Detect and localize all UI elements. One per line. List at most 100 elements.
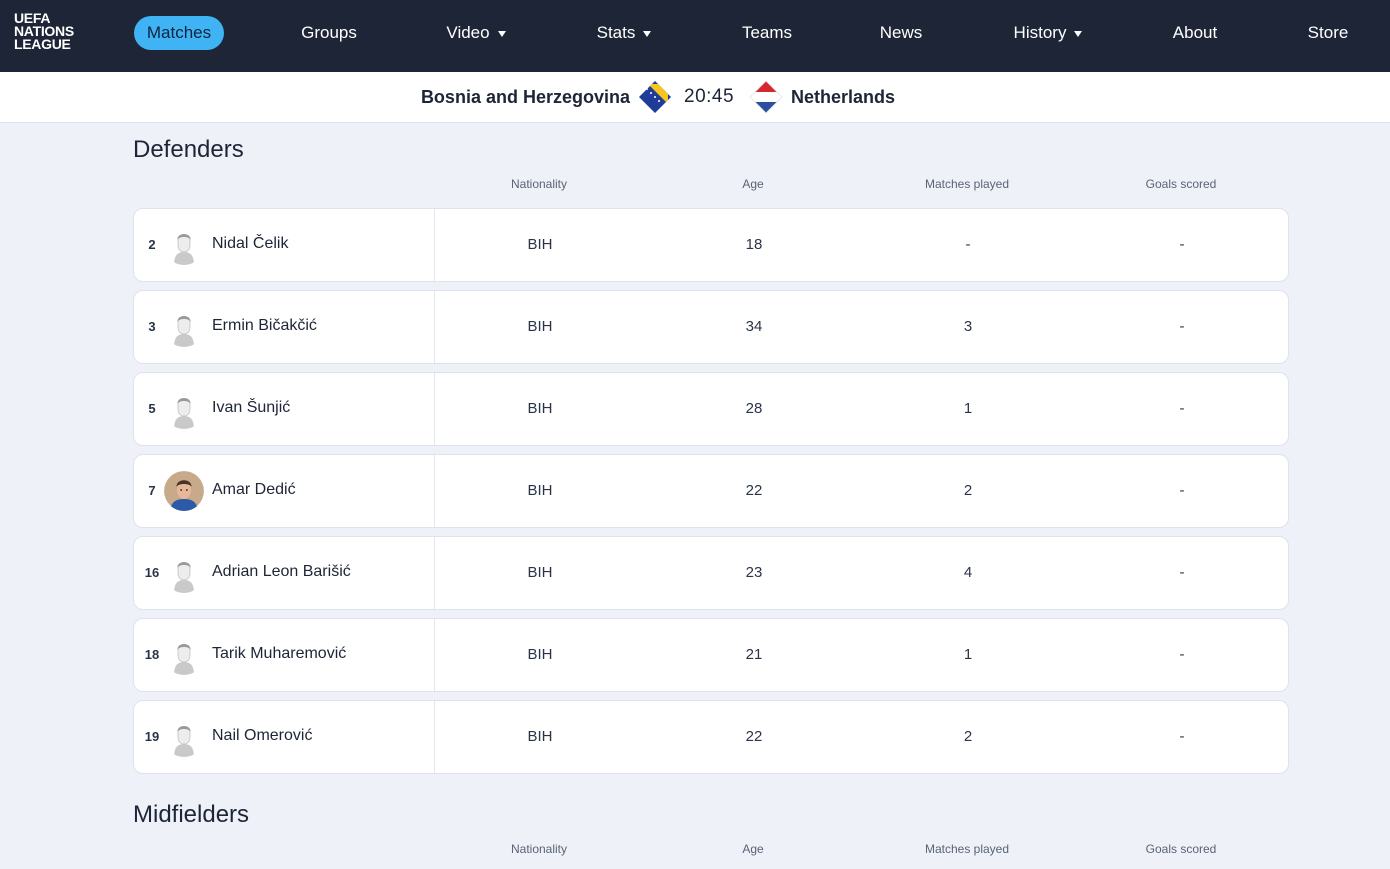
player-name: Amar Dedić bbox=[212, 481, 296, 498]
player-goals-scored: - bbox=[1179, 728, 1185, 745]
bosnia-flag-icon bbox=[639, 81, 671, 113]
logo-line-2: NATIONS bbox=[14, 23, 74, 39]
player-matches-played: - bbox=[965, 236, 971, 253]
nav-stats[interactable]: Stats bbox=[590, 16, 658, 50]
player-number: 3 bbox=[148, 319, 156, 334]
row-divider bbox=[434, 537, 435, 609]
row-divider bbox=[434, 373, 435, 445]
nav-about[interactable]: About bbox=[1164, 16, 1226, 50]
row-divider bbox=[434, 619, 435, 691]
nav-news[interactable]: News bbox=[872, 16, 930, 50]
player-silhouette-icon bbox=[164, 635, 204, 675]
player-nationality: BIH bbox=[527, 646, 553, 663]
player-number: 18 bbox=[144, 647, 160, 662]
col-head-age: Age bbox=[742, 842, 764, 856]
player-name: Ermin Bičakčić bbox=[212, 317, 317, 334]
caret-down-icon bbox=[497, 31, 506, 37]
nav-store-label: Store bbox=[1307, 23, 1349, 42]
player-name: Nidal Čelik bbox=[212, 235, 289, 252]
col-head-age: Age bbox=[742, 177, 764, 191]
player-row[interactable]: 18 Tarik Muharemović BIH 21 1 - bbox=[133, 618, 1289, 692]
player-name: Adrian Leon Barišić bbox=[212, 563, 351, 580]
kickoff-time: 20:45 bbox=[684, 86, 735, 107]
col-head-nationality: Nationality bbox=[510, 842, 568, 856]
row-divider bbox=[434, 701, 435, 773]
player-nationality: BIH bbox=[527, 236, 553, 253]
player-nationality: BIH bbox=[527, 564, 553, 581]
nav-teams-label: Teams bbox=[741, 23, 793, 42]
player-number: 7 bbox=[148, 483, 156, 498]
player-nationality: BIH bbox=[527, 400, 553, 417]
player-goals-scored: - bbox=[1179, 482, 1185, 499]
player-matches-played: 3 bbox=[963, 318, 973, 335]
player-name: Nail Omerović bbox=[212, 727, 313, 744]
nav-history-label: History bbox=[1013, 23, 1067, 42]
player-goals-scored: - bbox=[1179, 236, 1185, 253]
netherlands-flag-icon bbox=[749, 80, 783, 114]
player-nationality: BIH bbox=[527, 482, 553, 499]
nav-teams[interactable]: Teams bbox=[734, 16, 800, 50]
nav-video-label: Video bbox=[446, 23, 490, 42]
nav-matches[interactable]: Matches bbox=[134, 16, 224, 50]
logo-line-3: LEAGUE bbox=[14, 36, 71, 52]
player-age: 22 bbox=[745, 482, 763, 499]
player-number: 5 bbox=[148, 401, 156, 416]
col-head-goals-scored: Goals scored bbox=[1145, 842, 1217, 856]
player-matches-played: 2 bbox=[963, 482, 973, 499]
player-matches-played: 1 bbox=[963, 646, 973, 663]
match-header-bar[interactable]: Bosnia and Herzegovina 20:45 Netherlands bbox=[0, 72, 1390, 123]
col-head-matches-played: Matches played bbox=[924, 842, 1010, 856]
nav-store[interactable]: Store bbox=[1300, 16, 1356, 50]
player-goals-scored: - bbox=[1179, 400, 1185, 417]
uefa-nations-league-logo[interactable]: UEFA NATIONS LEAGUE bbox=[14, 10, 74, 52]
player-age: 28 bbox=[745, 400, 763, 417]
player-row[interactable]: 3 Ermin Bičakčić BIH 34 3 - bbox=[133, 290, 1289, 364]
player-number: 2 bbox=[148, 237, 156, 252]
caret-down-icon bbox=[1074, 31, 1083, 37]
section-title-defenders: Defenders bbox=[133, 136, 244, 163]
player-age: 34 bbox=[745, 318, 763, 335]
nav-groups[interactable]: Groups bbox=[290, 16, 368, 50]
nav-video[interactable]: Video bbox=[440, 16, 512, 50]
player-row[interactable]: 5 Ivan Šunjić BIH 28 1 - bbox=[133, 372, 1289, 446]
row-divider bbox=[434, 209, 435, 281]
row-divider bbox=[434, 455, 435, 527]
col-head-nationality: Nationality bbox=[510, 177, 568, 191]
player-goals-scored: - bbox=[1179, 646, 1185, 663]
nav-news-label: News bbox=[879, 23, 923, 42]
player-goals-scored: - bbox=[1179, 318, 1185, 335]
col-head-matches-played: Matches played bbox=[924, 177, 1010, 191]
away-team-name: Netherlands bbox=[791, 87, 896, 107]
player-silhouette-icon bbox=[164, 717, 204, 757]
player-row[interactable]: 2 Nidal Čelik BIH 18 - - bbox=[133, 208, 1289, 282]
player-row[interactable]: 19 Nail Omerović BIH 22 2- bbox=[133, 700, 1289, 774]
caret-down-icon bbox=[643, 31, 652, 37]
logo-line-1: UEFA bbox=[14, 10, 51, 26]
player-photo bbox=[164, 471, 204, 511]
player-number: 16 bbox=[144, 565, 160, 580]
top-navigation: UEFA NATIONS LEAGUE Matches Groups Video… bbox=[0, 0, 1390, 72]
player-age: 23 bbox=[745, 564, 763, 581]
nav-about-label: About bbox=[1172, 23, 1218, 42]
nav-matches-label: Matches bbox=[146, 23, 212, 42]
player-matches-played: 2 bbox=[963, 728, 973, 745]
player-silhouette-icon bbox=[164, 553, 204, 593]
player-silhouette-icon bbox=[164, 307, 204, 347]
player-nationality: BIH bbox=[527, 318, 553, 335]
player-silhouette-icon bbox=[164, 225, 204, 265]
player-row[interactable]: 16 Adrian Leon Barišić BIH 23 4 - bbox=[133, 536, 1289, 610]
player-matches-played: 4 bbox=[963, 564, 973, 581]
home-team-name: Bosnia and Herzegovina bbox=[420, 87, 630, 107]
row-divider bbox=[434, 291, 435, 363]
section-title-midfielders: Midfielders bbox=[133, 801, 250, 828]
player-age: 21 bbox=[745, 646, 763, 663]
nav-history[interactable]: History bbox=[1006, 16, 1090, 50]
col-head-goals-scored: Goals scored bbox=[1145, 177, 1217, 191]
player-silhouette-icon bbox=[164, 389, 204, 429]
player-goals-scored: - bbox=[1179, 564, 1185, 581]
player-row[interactable]: 7 Amar Dedić BIH 22 2- bbox=[133, 454, 1289, 528]
player-nationality: BIH bbox=[527, 728, 553, 745]
player-number: 19 bbox=[144, 729, 160, 744]
player-age: 18 bbox=[745, 236, 763, 253]
player-matches-played: 1 bbox=[963, 400, 973, 417]
